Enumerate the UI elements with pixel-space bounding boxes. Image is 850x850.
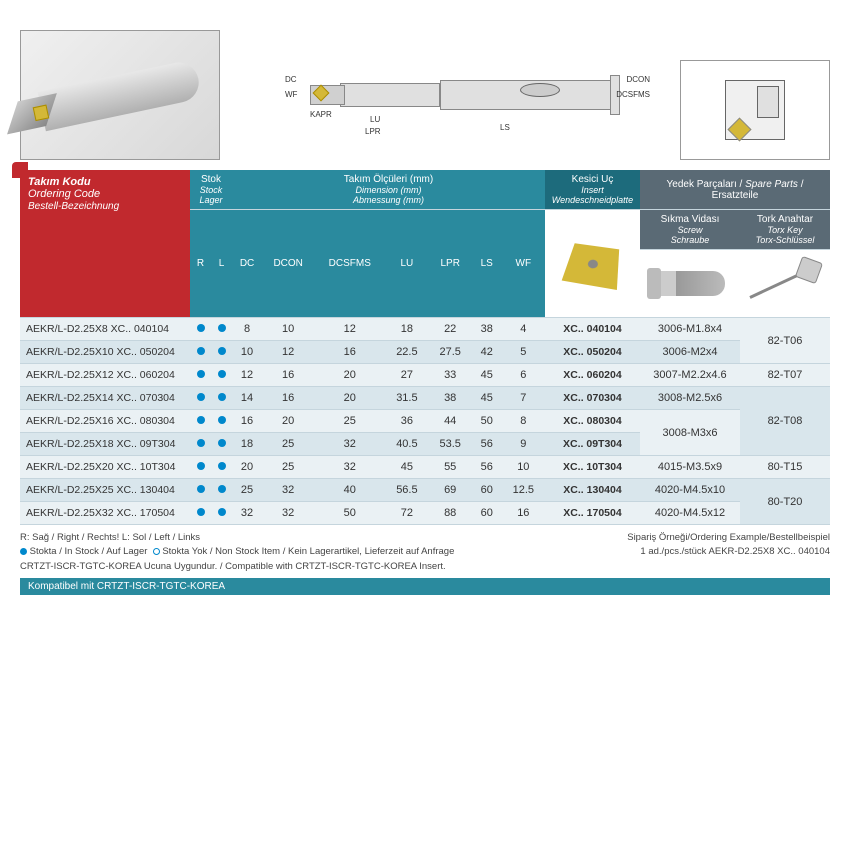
- table-row: AEKR/L-D2.25X32 XC.. 1705043232507288601…: [20, 502, 830, 525]
- spec-table: Takım Kodu Ordering Code Bestell-Bezeich…: [20, 170, 830, 525]
- table-row: AEKR/L-D2.25X14 XC.. 07030414162031.5384…: [20, 387, 830, 410]
- table-row: AEKR/L-D2.25X20 XC.. 10T3042025324555561…: [20, 456, 830, 479]
- product-photo: [20, 30, 220, 160]
- table-row: AEKR/L-D2.25X16 XC.. 0803041620253644508…: [20, 410, 830, 433]
- screw-icon: [655, 271, 725, 296]
- cross-section-diagram: [680, 60, 830, 160]
- insert-icon: [561, 243, 619, 290]
- dimension-diagram: DC WF KAPR LU LPR LS DCON DCSFMS: [235, 30, 665, 160]
- footer-notes: R: Sağ / Right / Rechts! L: Sol / Left /…: [20, 531, 830, 574]
- table-row: AEKR/L-D2.25X8 XC.. 040104810121822384XC…: [20, 318, 830, 341]
- torx-icon: [750, 259, 820, 309]
- compat-bar: Kompatibel mit CRTZT-ISCR-TGTC-KOREA: [20, 578, 830, 595]
- table-row: AEKR/L-D2.25X10 XC.. 05020410121622.527.…: [20, 341, 830, 364]
- ordering-code-header: Takım Kodu Ordering Code Bestell-Bezeich…: [20, 170, 190, 318]
- table-row: AEKR/L-D2.25X12 XC.. 0602041216202733456…: [20, 364, 830, 387]
- table-row: AEKR/L-D2.25X25 XC.. 13040425324056.5696…: [20, 479, 830, 502]
